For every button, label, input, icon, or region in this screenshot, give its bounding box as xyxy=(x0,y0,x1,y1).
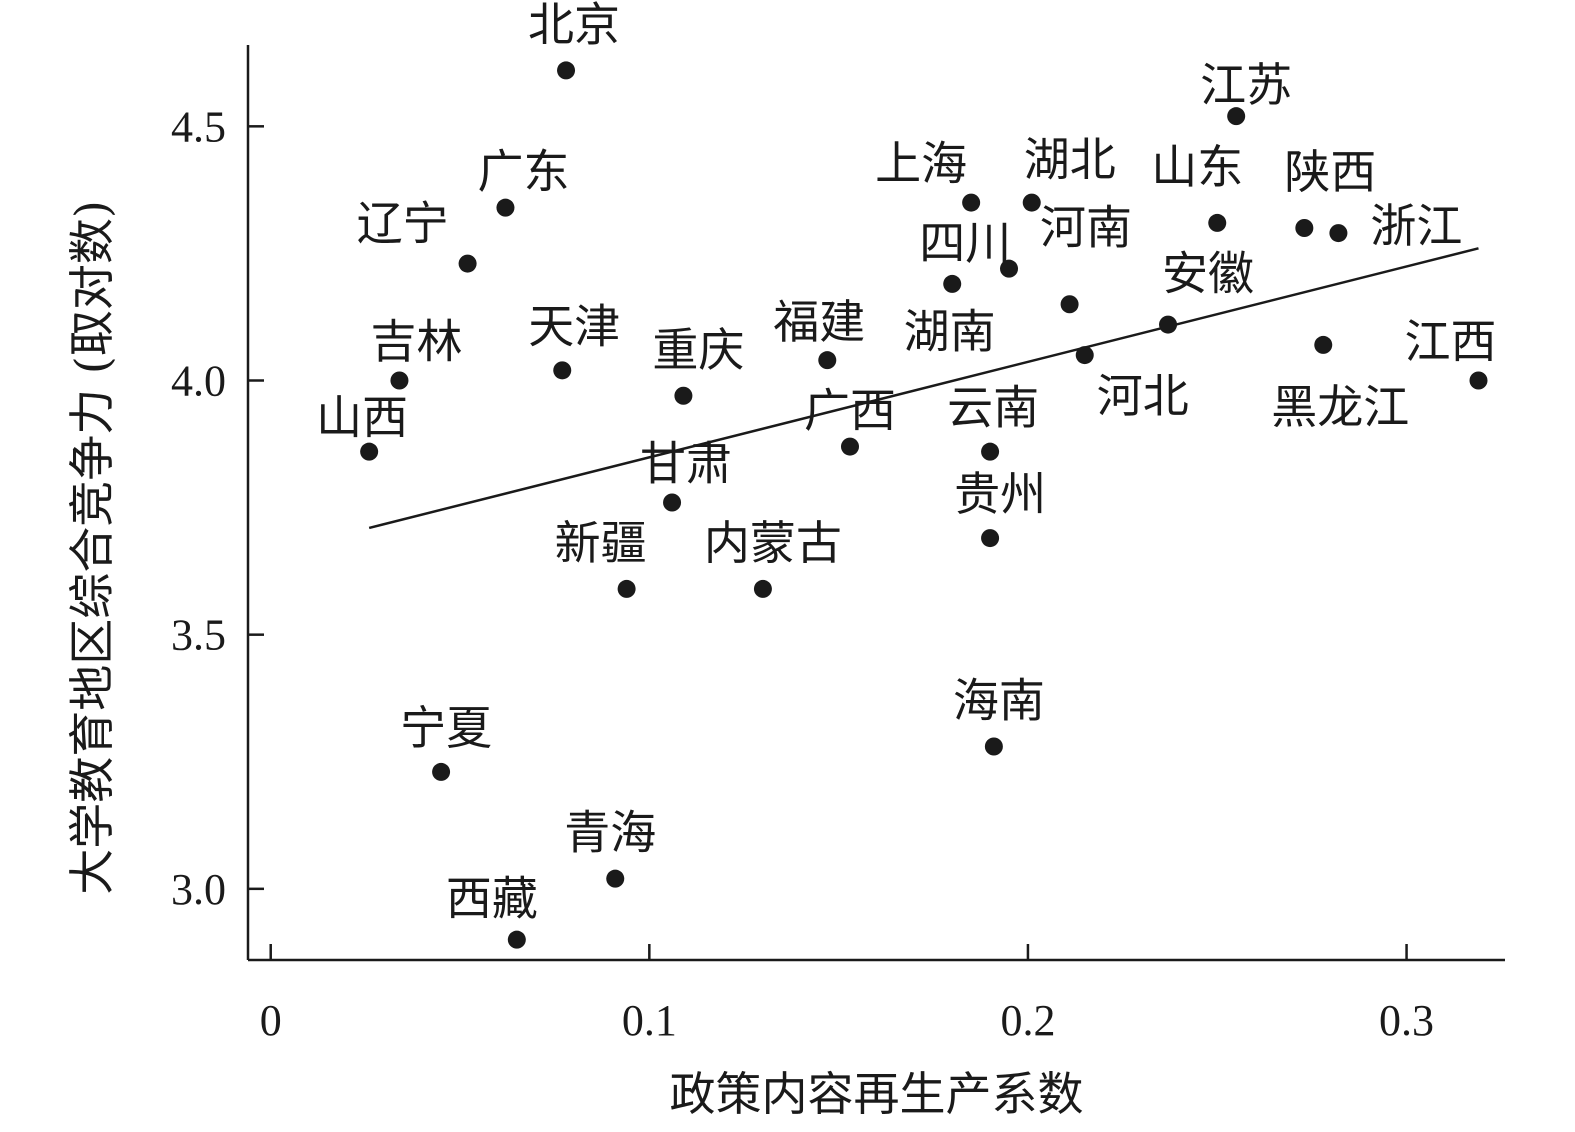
data-point xyxy=(1469,371,1488,390)
point-label: 西藏 xyxy=(446,872,538,926)
data-point xyxy=(1295,219,1314,237)
x-tick-label: 0.2 xyxy=(1000,996,1055,1045)
point-label: 重庆 xyxy=(652,323,744,377)
data-point xyxy=(432,762,451,781)
x-tick-label: 0.1 xyxy=(622,996,677,1045)
point-label: 江苏 xyxy=(1200,58,1292,112)
data-point xyxy=(458,254,477,273)
data-point xyxy=(818,351,837,370)
data-point xyxy=(496,198,515,217)
point-label: 上海 xyxy=(875,137,967,191)
data-point xyxy=(984,737,1003,756)
data-point xyxy=(557,61,576,80)
point-label: 江西 xyxy=(1404,315,1496,369)
x-axis-title: 政策内容再生产系数 xyxy=(670,1067,1084,1121)
point-label: 福建 xyxy=(773,295,865,349)
point-label: 广东 xyxy=(477,145,569,199)
data-point xyxy=(981,442,1000,461)
data-point xyxy=(617,579,636,598)
point-label: 云南 xyxy=(947,381,1039,435)
point-label: 山西 xyxy=(316,391,408,445)
point-label: 北京 xyxy=(528,0,620,51)
point-label: 吉林 xyxy=(370,315,462,369)
data-point xyxy=(1227,107,1246,126)
point-label: 贵州 xyxy=(954,467,1046,521)
axes xyxy=(246,45,1505,962)
point-label: 天津 xyxy=(528,299,620,353)
data-point xyxy=(1329,224,1348,243)
point-label: 四川 xyxy=(919,216,1011,270)
point-label: 河北 xyxy=(1097,369,1189,423)
data-point xyxy=(360,442,379,461)
data-points xyxy=(360,61,1488,949)
y-tick-label: 3.5 xyxy=(171,611,226,660)
y-axis-title: 大学教育地区综合竞争力 (取对数) xyxy=(65,200,119,895)
data-point xyxy=(753,579,772,598)
point-label: 宁夏 xyxy=(400,701,492,755)
point-label: 陕西 xyxy=(1284,145,1376,199)
data-point xyxy=(1022,193,1041,212)
point-label: 甘肃 xyxy=(640,437,732,491)
point-label: 安徽 xyxy=(1162,247,1254,301)
data-point xyxy=(1159,315,1178,334)
data-point xyxy=(606,869,625,888)
data-point xyxy=(390,371,409,390)
point-label: 辽宁 xyxy=(357,197,449,251)
x-tick-label: 0 xyxy=(260,996,282,1045)
data-point xyxy=(507,930,526,949)
point-label: 河南 xyxy=(1040,201,1132,255)
point-label: 山东 xyxy=(1151,140,1243,194)
y-axis-ticks: 3.0 3.5 4.0 4.5 xyxy=(171,102,264,914)
data-point xyxy=(1075,346,1094,365)
data-point xyxy=(1060,295,1079,314)
data-point xyxy=(962,193,981,212)
y-tick-label: 3.0 xyxy=(171,865,226,914)
data-point xyxy=(674,386,693,405)
data-point xyxy=(840,437,859,456)
data-point xyxy=(1208,213,1227,232)
data-point xyxy=(663,493,682,512)
point-label: 内蒙古 xyxy=(704,516,842,570)
point-label: 青海 xyxy=(564,806,656,860)
point-label: 湖北 xyxy=(1024,133,1116,187)
point-label: 新疆 xyxy=(555,516,647,570)
x-axis-ticks: 0 0.1 0.2 0.3 xyxy=(260,944,1434,1045)
data-point xyxy=(1314,335,1333,354)
data-point xyxy=(1000,259,1019,278)
y-tick-label: 4.5 xyxy=(171,102,226,151)
data-point xyxy=(943,274,962,293)
point-label: 黑龙江 xyxy=(1271,380,1409,434)
point-label: 湖南 xyxy=(904,304,996,358)
x-tick-label: 0.3 xyxy=(1379,996,1434,1045)
point-label: 广西 xyxy=(804,384,896,438)
data-point xyxy=(981,529,1000,548)
trend-line xyxy=(368,247,1479,530)
y-tick-label: 4.0 xyxy=(171,357,226,406)
point-label: 海南 xyxy=(953,674,1045,728)
data-point xyxy=(553,361,572,380)
point-label: 浙江 xyxy=(1370,199,1462,253)
